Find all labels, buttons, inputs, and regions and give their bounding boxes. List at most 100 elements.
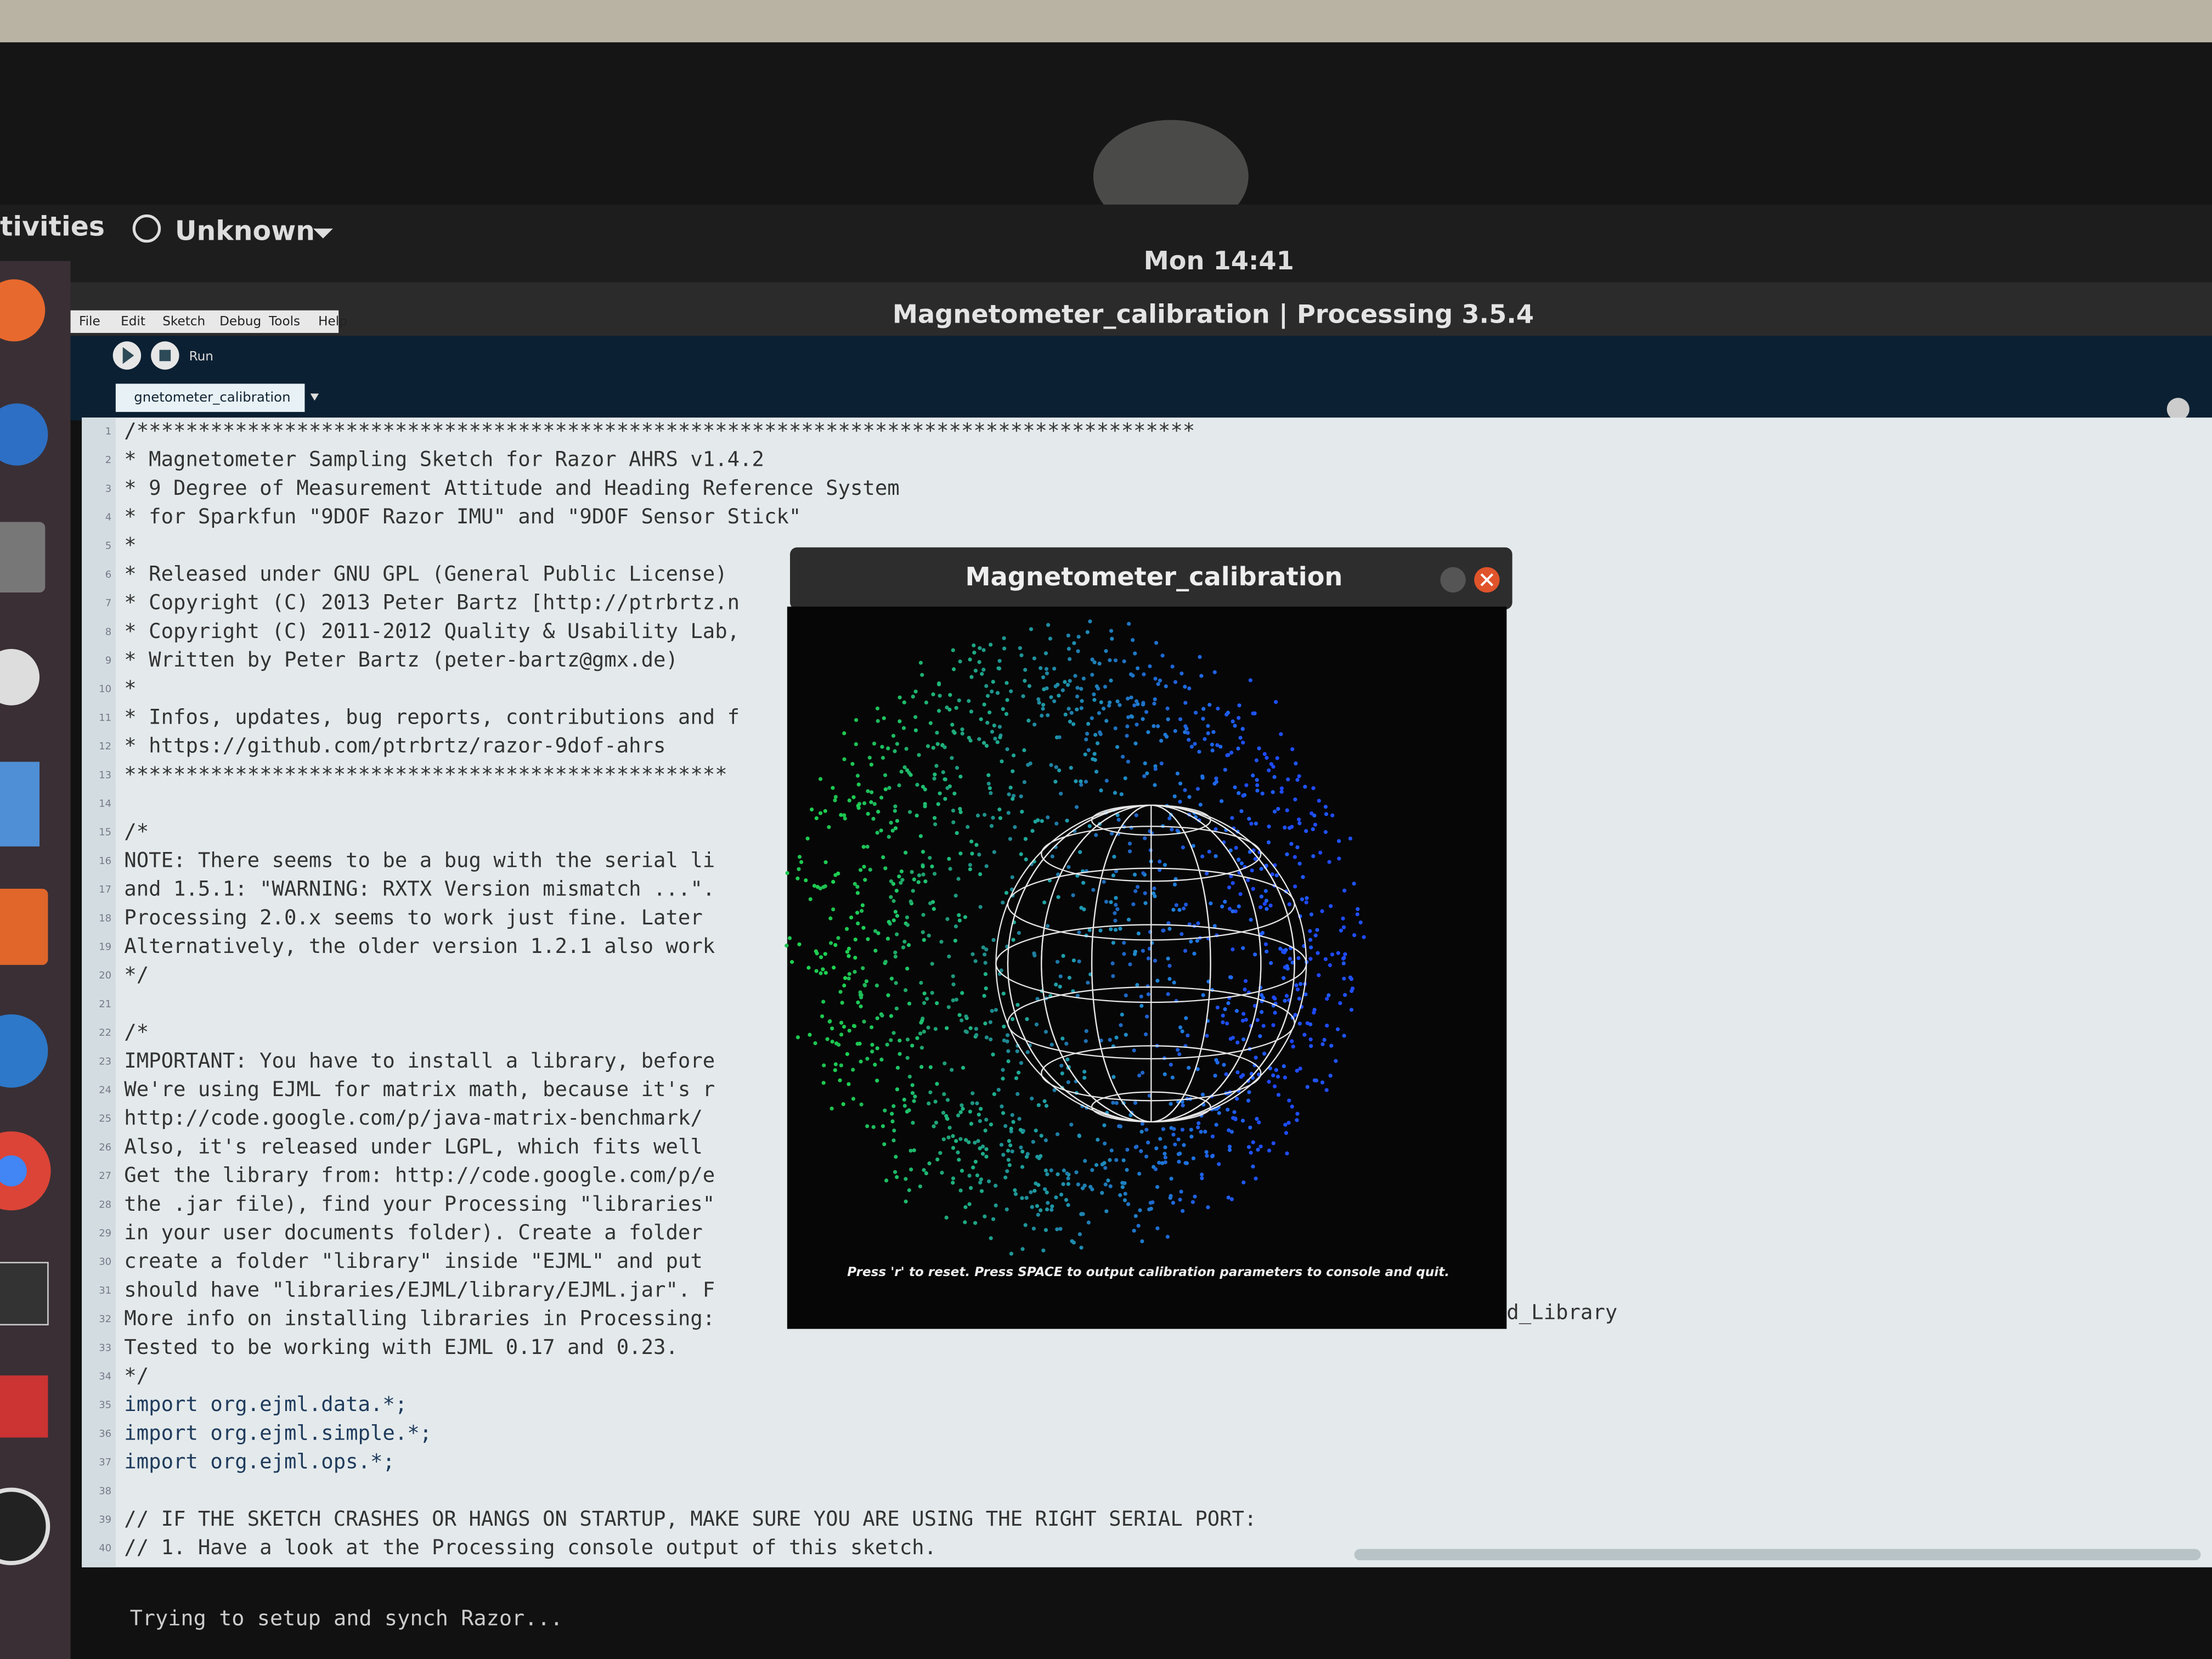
menu-item[interactable]: Sketch	[162, 314, 205, 329]
sample-dot	[898, 695, 902, 699]
sample-dot	[1205, 1034, 1209, 1038]
sample-dot	[1120, 1185, 1125, 1189]
sample-dot	[876, 931, 881, 935]
sample-dot	[833, 1062, 838, 1066]
sample-dot	[1057, 735, 1062, 740]
sample-dot	[1013, 1188, 1017, 1193]
sample-dot	[1224, 1072, 1228, 1076]
sample-dot	[1235, 1097, 1239, 1101]
menu-item[interactable]: File	[79, 314, 100, 329]
sample-dot	[989, 1122, 994, 1127]
sample-dot	[1311, 827, 1315, 832]
sample-dot	[1267, 825, 1271, 829]
line-number: 5	[105, 540, 111, 552]
sample-dot	[827, 1019, 832, 1024]
sample-dot	[1075, 994, 1080, 998]
sample-dot	[905, 1056, 910, 1060]
sample-dot	[1270, 872, 1274, 877]
sample-dot	[904, 1199, 908, 1204]
sample-dot	[1329, 1043, 1334, 1048]
sample-dot	[1002, 1024, 1006, 1029]
sample-dot	[1178, 717, 1183, 721]
sample-dot	[845, 1052, 849, 1056]
dock-icon[interactable]	[0, 889, 48, 965]
tab-menu[interactable]	[310, 393, 319, 401]
sample-dot	[1248, 678, 1252, 682]
sample-dot	[1184, 1161, 1189, 1165]
sample-dot	[1074, 779, 1078, 783]
sample-dot	[1297, 774, 1301, 778]
sample-dot	[1239, 1075, 1243, 1079]
sample-dot	[1166, 992, 1170, 996]
sample-dot	[1001, 900, 1005, 905]
sample-dot	[1103, 685, 1108, 689]
dock-icon[interactable]	[0, 1375, 48, 1438]
sample-dot	[1153, 767, 1158, 771]
dock-icon[interactable]	[0, 1487, 50, 1565]
menu-item[interactable]: Edit	[121, 314, 145, 329]
activities[interactable]: tivities	[0, 211, 105, 242]
sample-dot	[822, 1063, 826, 1068]
sample-dot	[1220, 904, 1224, 909]
sample-dot	[1108, 1037, 1112, 1042]
sample-dot	[1242, 1037, 1246, 1042]
code-line: IMPORTANT: You have to install a library…	[124, 1048, 715, 1073]
sample-dot	[1241, 741, 1245, 745]
dock-icon[interactable]	[0, 279, 46, 342]
sample-dot	[856, 806, 861, 810]
sample-dot	[893, 910, 898, 914]
sample-dot	[1140, 1239, 1144, 1244]
line-number: 13	[99, 769, 111, 781]
sample-dot	[967, 1140, 971, 1144]
minimize-button[interactable]	[1440, 567, 1466, 592]
sample-dot	[909, 1167, 913, 1172]
sample-dot	[1338, 1001, 1342, 1006]
sample-dot	[1167, 927, 1172, 931]
menu-item[interactable]: Tools	[268, 314, 300, 329]
sample-dot	[890, 828, 895, 833]
sample-dot	[1210, 1134, 1215, 1139]
sample-dot	[1207, 703, 1212, 707]
app-menu[interactable]: Unknown	[175, 215, 315, 246]
sample-dot	[1251, 1140, 1255, 1144]
sample-dot	[1066, 1176, 1070, 1181]
sample-dot	[1126, 1202, 1131, 1206]
dock-icon[interactable]	[0, 522, 46, 592]
menu-item[interactable]: Debug	[219, 314, 261, 329]
sample-dot	[1262, 1052, 1267, 1056]
sample-dot	[982, 994, 986, 998]
sample-dot	[1297, 996, 1301, 1001]
sample-dot	[1362, 935, 1366, 939]
line-number: 15	[99, 827, 111, 838]
line-number: 14	[99, 798, 111, 809]
sample-dot	[922, 991, 927, 996]
tab[interactable]	[115, 383, 305, 412]
clock[interactable]: Mon 14:41	[1144, 246, 1294, 275]
sample-dot	[956, 877, 961, 881]
dock-icon[interactable]	[0, 761, 40, 847]
code-line: * Infos, updates, bug reports, contribut…	[124, 704, 740, 729]
sample-dot	[1066, 647, 1071, 651]
sample-dot	[1014, 1076, 1019, 1080]
sample-dot	[1251, 887, 1255, 891]
dock-icon[interactable]	[0, 1262, 49, 1325]
sample-dot	[1176, 1048, 1180, 1052]
dock-icon[interactable]	[0, 648, 40, 706]
sample-dot	[1255, 1018, 1260, 1022]
sample-dot	[1071, 958, 1076, 963]
sample-dot	[866, 937, 870, 941]
sample-dot	[1102, 1161, 1107, 1165]
sample-dot	[1197, 749, 1201, 754]
menu-item[interactable]: Help	[318, 314, 347, 329]
sample-dot	[1073, 674, 1077, 678]
sample-dot	[1186, 731, 1190, 735]
sample-dot	[897, 874, 901, 879]
dock-icon[interactable]	[0, 1014, 48, 1088]
sample-dot	[1254, 1176, 1258, 1181]
mode-button[interactable]	[2166, 398, 2190, 421]
sample-dot	[870, 790, 874, 794]
scrollbar[interactable]	[1354, 1549, 2201, 1560]
sample-dot	[990, 689, 994, 694]
dock-icon[interactable]	[0, 403, 48, 466]
sample-dot	[951, 820, 956, 825]
